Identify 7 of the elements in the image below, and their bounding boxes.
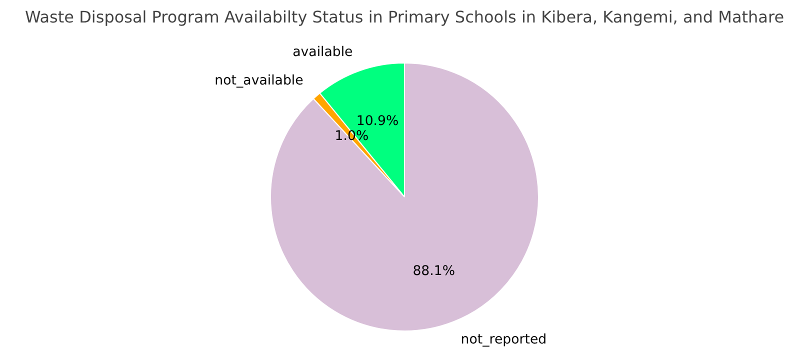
slice-label: not_available	[214, 74, 304, 89]
data-label: 10.9%	[356, 114, 399, 129]
data-label: 1.0%	[334, 129, 369, 144]
slice-label: available	[292, 44, 353, 60]
chart-title: Waste Disposal Program Availabilty Status in Primary Schools in Kibera, Kangemi, and Mathare	[24, 8, 784, 26]
slice-label: not_reported	[460, 332, 547, 348]
data-label: 88.1%	[412, 264, 456, 280]
